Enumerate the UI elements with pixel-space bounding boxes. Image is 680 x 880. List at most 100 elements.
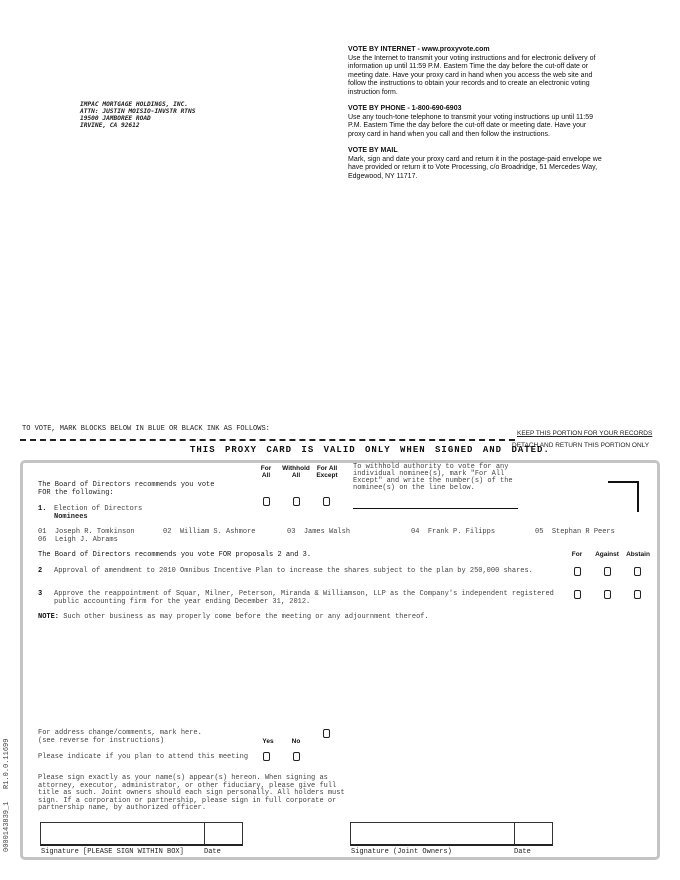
nominee: 02 William S. Ashmore [163, 528, 255, 536]
withhold-note: To withhold authority to vote for any in… [353, 464, 513, 492]
proposal-number: 3 [38, 590, 43, 598]
nominee-name: Stephan R Peers [551, 528, 615, 536]
validity-banner: THIS PROXY CARD IS VALID ONLY WHEN SIGNE… [190, 445, 550, 455]
keep-portion-label: KEEP THIS PORTION FOR YOUR RECORDS [517, 430, 653, 437]
directors-recommendation: The Board of Directors recommends you vo… [38, 481, 214, 497]
address-line: 19500 JAMBOREE ROAD [80, 115, 151, 122]
col-line: Withhold [282, 465, 310, 472]
note: NOTE: Such other business as may properl… [38, 613, 429, 621]
nominee-number: 06 [38, 536, 47, 544]
text-line: Use any touch-tone telephone to transmit… [348, 113, 594, 121]
joint-signature-label: Signature (Joint Owners) [351, 848, 452, 856]
proposal-2-abstain-checkbox[interactable] [634, 567, 641, 576]
address-line: IMPAC MORTGAGE HOLDINGS, INC. [80, 101, 189, 108]
address-change-checkbox[interactable] [323, 729, 330, 738]
col-for-all: For All [252, 465, 280, 479]
text-line: P.M. Eastern Time the day before the cut… [348, 122, 587, 129]
text-line: FOR the following: [38, 489, 114, 497]
election-label: Election of Directors [54, 505, 143, 513]
text-line: Edgewood, NY 11717. [348, 172, 418, 180]
except-nominee-input-line[interactable] [353, 508, 518, 509]
note-label: NOTE: [38, 613, 60, 621]
col-for: For [571, 551, 583, 558]
nominee: 03 James Walsh [287, 528, 350, 536]
nominee: 06 Leigh J. Abrams [38, 536, 118, 544]
for-all-checkbox[interactable] [263, 497, 270, 506]
proxy-card [20, 460, 660, 860]
nominee-number: 02 [163, 528, 172, 536]
text-line: nominee(s) on the line below. [353, 484, 475, 492]
text-line: sign. If a corporation or partnership, p… [38, 796, 337, 805]
nominee-name: Leigh J. Abrams [54, 536, 118, 544]
proposal-3-for-checkbox[interactable] [574, 590, 581, 599]
item-number: 1. [38, 505, 47, 513]
proposal-2-for-checkbox[interactable] [574, 567, 581, 576]
col-line: All [291, 472, 301, 479]
col-against: Against [595, 551, 619, 558]
proposal-number: 2 [38, 567, 43, 575]
address-change-label: For address change/comments, mark here. … [38, 729, 202, 745]
attend-no-checkbox[interactable] [293, 752, 300, 761]
proposal-3-against-checkbox[interactable] [604, 590, 611, 599]
nominee-number: 01 [38, 528, 47, 536]
text-line: instruction form. [348, 88, 398, 96]
text-line: Use the Internet to transmit your voting… [348, 54, 596, 62]
text-line: Please sign exactly as your name(s) appe… [38, 774, 328, 782]
proposals-recommendation: The Board of Directors recommends you vo… [38, 551, 312, 559]
sign-instructions: Please sign exactly as your name(s) appe… [38, 774, 345, 813]
for-all-except-checkbox[interactable] [323, 497, 330, 506]
joint-signature-box[interactable] [350, 822, 553, 846]
vote-internet-title: VOTE BY INTERNET - www.proxyvote.com [348, 46, 490, 53]
vote-phone-title: VOTE BY PHONE - 1-800-690-6903 [348, 105, 462, 112]
text-line: proxy card in hand when you call and the… [348, 130, 550, 138]
text-line: Mark, sign and date your proxy card and … [348, 155, 602, 163]
text-line: Approve the reappointment of Squar, Miln… [54, 590, 554, 598]
withhold-all-checkbox[interactable] [293, 497, 300, 506]
signature-box[interactable] [40, 822, 243, 846]
date-label: Date [204, 848, 221, 856]
text-line: partnership name, by authorized officer. [38, 804, 207, 812]
signature-label: Signature [PLEASE SIGN WITHIN BOX] [41, 848, 184, 856]
note-text: Such other business as may properly come… [59, 613, 429, 621]
text-line: (see reverse for instructions) [38, 737, 165, 745]
nominee-number: 05 [535, 528, 544, 536]
nominee: 05 Stephan R Peers [535, 528, 615, 536]
proposal-2-against-checkbox[interactable] [604, 567, 611, 576]
col-line: For All [316, 465, 338, 472]
text-line: information up until 11:59 P.M. Eastern … [348, 63, 589, 70]
mailing-address: IMPAC MORTGAGE HOLDINGS, INC. ATTN: JUST… [80, 101, 195, 129]
no-label: No [291, 738, 301, 745]
nominees-label: Nominees [54, 513, 88, 521]
text-line: individual nominee(s), mark "For All [353, 470, 505, 478]
date-divider [204, 823, 205, 844]
address-line: ATTN: JUSTIN MOISIO-INVSTR RTNS [80, 108, 196, 115]
text-line: title as such. Joint owners should each … [38, 789, 345, 797]
nominee: 04 Frank P. Filipps [411, 528, 495, 536]
joint-date-label: Date [514, 848, 531, 856]
text-line: follow the instructions to obtain your r… [348, 80, 590, 87]
nominee-name: Frank P. Filipps [427, 528, 496, 536]
nominee-number: 03 [287, 528, 296, 536]
text-line: public accounting firm for the year endi… [54, 598, 311, 606]
yes-label: Yes [262, 738, 274, 745]
col-line: All [261, 472, 271, 479]
text-line: Except" and write the number(s) of the [353, 477, 513, 485]
date-divider [514, 823, 515, 844]
proposal-text: Approval of amendment to 2010 Omnibus In… [54, 567, 533, 575]
nominee-name: James Walsh [303, 528, 351, 536]
text-line: To withhold authority to vote for any [353, 463, 509, 471]
address-line: IRVINE, CA 92612 [80, 122, 140, 129]
col-line: For [260, 465, 272, 472]
voting-methods: VOTE BY INTERNET - www.proxyvote.com Use… [348, 46, 602, 181]
attend-yes-checkbox[interactable] [263, 752, 270, 761]
corner-registration-mark [608, 481, 639, 512]
nominee-name: Joseph R. Tomkinson [54, 528, 135, 536]
text-line: have provided or return it to Vote Proce… [348, 164, 598, 171]
proposal-3-abstain-checkbox[interactable] [634, 590, 641, 599]
attend-label: Please indicate if you plan to attend th… [38, 753, 249, 761]
nominee-number: 04 [411, 528, 420, 536]
nominee-name: William S. Ashmore [179, 528, 256, 536]
col-for-all-except: For All Except [312, 465, 342, 479]
detach-portion-label: DETACH AND RETURN THIS PORTION ONLY [512, 442, 650, 449]
